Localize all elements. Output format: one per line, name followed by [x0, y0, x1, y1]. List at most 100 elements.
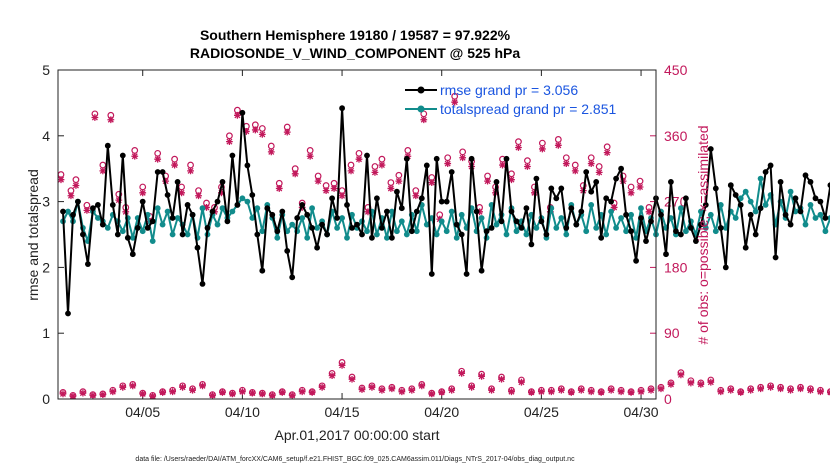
rmse-point [309, 225, 315, 231]
spread-point [95, 215, 101, 221]
obs-assim-marker [171, 161, 179, 169]
obs-assim-marker [697, 380, 705, 388]
rmse-point [174, 179, 181, 185]
rmse-point [349, 225, 355, 231]
rmse-point [219, 179, 226, 185]
spread-point [603, 231, 610, 238]
spread-point [433, 231, 440, 238]
rmse-point [628, 228, 634, 235]
obs-assim-marker [314, 177, 322, 185]
rmse-point [359, 231, 365, 238]
obs-assim-marker [436, 215, 444, 223]
plot-frame [57, 69, 657, 400]
y-left-tick-label: 2 [42, 259, 50, 275]
obs-assim-marker [139, 390, 147, 398]
rmse-point [169, 215, 176, 221]
rmse-point [124, 234, 131, 241]
rmse-point [324, 231, 330, 238]
rmse-point [458, 231, 465, 238]
y-left-tick-label: 3 [42, 194, 50, 210]
rmse-point [712, 185, 719, 192]
rmse-point [85, 261, 91, 267]
y-axis-right-label: # of obs: o=possible; ×=assimilated [695, 125, 711, 344]
rmse-point [548, 185, 555, 192]
obs-assim-marker [358, 386, 366, 393]
obs-assim-marker [787, 386, 794, 394]
obs-assim-marker [72, 182, 80, 189]
spread-point [478, 215, 485, 221]
obs-assim-marker [355, 155, 363, 163]
obs-assim-marker [189, 386, 196, 394]
spread-point [807, 202, 814, 208]
obs-assim-marker [518, 378, 525, 386]
spread-point [364, 228, 370, 235]
rmse-point [264, 205, 271, 212]
spread-point [678, 205, 684, 212]
rmse-point [448, 169, 455, 175]
rmse-point [588, 188, 595, 195]
rmse-point [643, 238, 649, 245]
obs-assim-marker [129, 382, 137, 390]
rmse-point [578, 208, 585, 215]
rmse-point [364, 152, 370, 159]
y-left-tick-label: 5 [42, 62, 50, 78]
rmse-point [304, 211, 311, 218]
rmse-point [379, 225, 385, 231]
spread-point [309, 205, 315, 212]
rmse-point [777, 179, 784, 185]
spread-point [503, 231, 510, 238]
rmse-point [598, 234, 605, 241]
y-left-tick-label: 4 [42, 128, 50, 144]
spread-point [65, 208, 71, 215]
rmse-point [822, 215, 829, 221]
rmse-point [224, 218, 231, 225]
obs-assim-marker [515, 144, 522, 151]
spread-point [229, 208, 236, 215]
obs-assim-marker [627, 189, 635, 197]
obs-assim-marker [318, 383, 326, 391]
obs-assim-marker [458, 370, 466, 377]
obs-assim-marker [99, 391, 107, 399]
obs-assim-marker [537, 388, 545, 396]
obs-assim-marker [139, 189, 147, 197]
spread-point [787, 188, 794, 195]
x-axis-ticks: 04/05 04/10 04/15 04/20 04/25 04/30 [125, 70, 659, 420]
obs-assim-marker [717, 388, 725, 396]
x-tick-label: 04/15 [325, 404, 360, 420]
rmse-point [204, 225, 211, 231]
rmse-point [568, 205, 575, 212]
rmse-point [468, 155, 475, 162]
obs-assim-marker [179, 383, 186, 391]
chart-subtitle: RADIOSONDE_V_WIND_COMPONENT @ 525 hPa [190, 45, 520, 61]
legend-spread-label: totalspread grand pr = 2.851 [440, 101, 617, 117]
obs-assim-marker [797, 385, 804, 393]
obs-assim-marker [476, 208, 483, 216]
obs-assim-marker [251, 126, 259, 134]
spread-point [523, 231, 530, 238]
spread-point [339, 215, 345, 221]
rmse-point [717, 225, 724, 231]
spread-point [274, 234, 281, 241]
spread-point [717, 202, 724, 208]
spread-point [762, 202, 769, 208]
rmse-point [95, 202, 101, 208]
spread-point [304, 234, 311, 241]
obs-assim-marker [79, 389, 87, 397]
rmse-point [75, 198, 81, 205]
obs-assim-marker [817, 388, 824, 396]
obs-assim-marker [438, 389, 446, 396]
rmse-point [508, 208, 515, 215]
rmse-point [658, 211, 664, 218]
rmse-point [688, 225, 694, 231]
rmse-point [433, 155, 440, 162]
spread-point [448, 208, 455, 215]
rmse-point [812, 195, 819, 202]
rmse-point [289, 274, 296, 281]
rmse-point [593, 179, 600, 185]
obs-assim-marker [226, 138, 233, 146]
obs-assim-marker [459, 154, 467, 162]
obs-assim-marker [667, 380, 675, 388]
rmse-point [638, 215, 644, 221]
spread-point [702, 225, 709, 231]
rmse-point [249, 192, 256, 198]
